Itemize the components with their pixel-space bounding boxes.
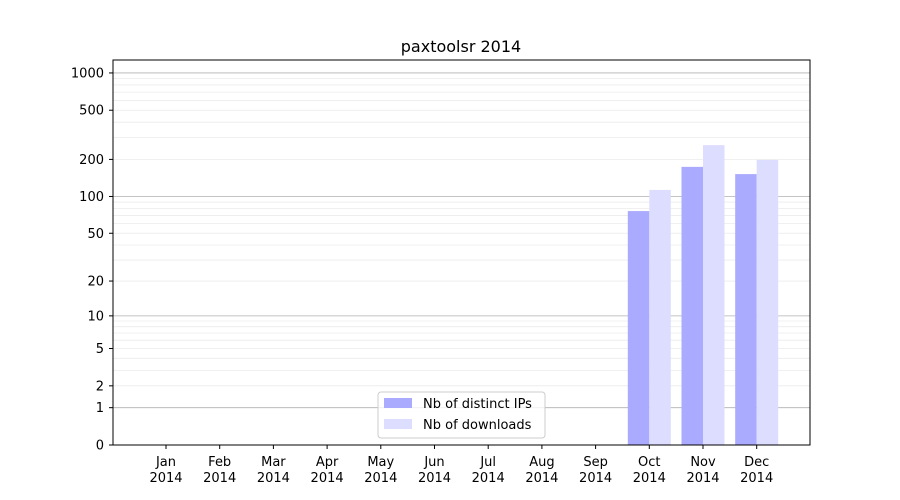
x-tick-label: Jan 2014 — [149, 455, 182, 486]
bar-downloads — [703, 145, 725, 445]
legend-swatch-downloads — [384, 419, 412, 429]
bar-downloads — [756, 159, 779, 446]
bar-distinct-ips — [681, 166, 703, 445]
legend-label-distinct-ips: Nb of distinct IPs — [423, 397, 532, 412]
plot-frame — [112, 59, 811, 446]
legend: Nb of distinct IPs Nb of downloads — [377, 391, 546, 439]
y-tick-label: 100 — [79, 190, 104, 205]
x-tick-label: Mar 2014 — [257, 455, 290, 486]
y-tick-label: 1 — [96, 401, 104, 416]
y-tick-label: 200 — [79, 153, 104, 168]
x-tick-label: Jun 2014 — [418, 455, 451, 486]
chart-title: paxtoolsr 2014 — [401, 37, 521, 56]
y-tick-label: 50 — [87, 227, 104, 242]
x-tick-label: Jul 2014 — [472, 455, 505, 486]
x-tick-label: May 2014 — [364, 455, 397, 486]
bar-downloads — [649, 189, 671, 445]
x-tick-label: Dec 2014 — [740, 455, 773, 486]
legend-label-downloads: Nb of downloads — [423, 418, 532, 433]
bar-distinct-ips — [735, 174, 757, 445]
x-tick-label: Aug 2014 — [525, 455, 558, 486]
x-tick-label: Sep 2014 — [579, 455, 612, 486]
y-tick-label: 2 — [96, 379, 104, 394]
y-tick-label: 20 — [87, 275, 104, 290]
bar-distinct-ips — [627, 211, 650, 445]
x-tick-label: Apr 2014 — [311, 455, 344, 486]
x-tick-label: Nov 2014 — [686, 455, 719, 486]
legend-swatch-distinct-ips — [384, 398, 412, 408]
y-tick-label: 5 — [96, 342, 104, 357]
x-tick-label: Oct 2014 — [633, 455, 666, 486]
y-tick-label: 0 — [96, 439, 104, 454]
y-tick-label: 10 — [87, 309, 104, 324]
x-tick-label: Feb 2014 — [203, 455, 236, 486]
y-tick-label: 500 — [79, 104, 104, 119]
y-tick-label: 1000 — [71, 66, 104, 81]
